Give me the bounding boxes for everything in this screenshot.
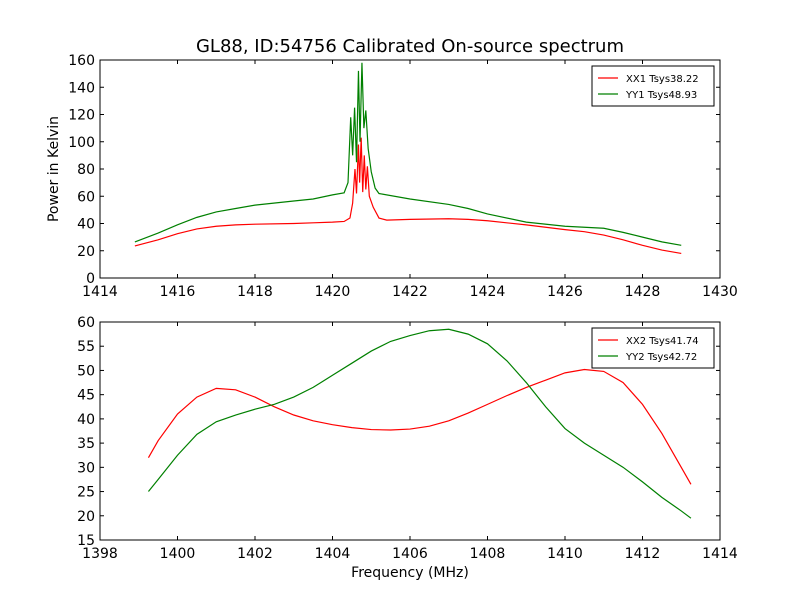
bottom-xtick-label: 1410: [547, 546, 583, 562]
top-xtick-label: 1420: [315, 284, 351, 300]
top-ytick-label: 80: [77, 162, 95, 178]
figure-title: GL88, ID:54756 Calibrated On-source spec…: [196, 36, 624, 57]
top-ytick-label: 0: [86, 271, 95, 287]
bottom-legend-label-2: YY2 Tsys42.72: [625, 352, 697, 363]
bottom-series-1-line: [147, 368, 692, 485]
top-ytick-label: 20: [77, 244, 95, 260]
bottom-ytick-label: 45: [77, 388, 95, 404]
bottom-series-2-line: [147, 328, 692, 519]
top-ytick-label: 60: [77, 189, 95, 205]
bottom-ytick-label: 40: [77, 412, 95, 428]
bottom-ytick-label: 55: [77, 339, 95, 355]
bottom-xtick-label: 1408: [470, 546, 506, 562]
bottom-panel: 1398 1400 1402 1404 1406 1408 1410 1412 1414 15 20…: [77, 315, 738, 562]
top-legend: XX1 Tsys38.22 YY1 Tsys48.93: [591, 65, 715, 107]
bottom-ytick-label: 30: [77, 460, 95, 476]
top-series-2-line: [134, 62, 682, 246]
top-xtick-label: 1430: [702, 284, 738, 300]
top-ytick-label: 120: [68, 108, 95, 124]
bottom-ytick-label: 25: [77, 485, 95, 501]
top-xtick-label: 1416: [160, 284, 196, 300]
bottom-ytick-label: 20: [77, 509, 95, 525]
top-ytick-label: 140: [68, 80, 95, 96]
bottom-ytick-label: 50: [77, 363, 95, 379]
top-xtick-label: 1424: [470, 284, 506, 300]
top-ytick-label: 100: [68, 135, 95, 151]
bottom-xtick-label: 1414: [702, 546, 738, 562]
bottom-xtick-label: 1402: [237, 546, 273, 562]
top-xtick-label: 1428: [625, 284, 661, 300]
bottom-ytick-label: 35: [77, 436, 95, 452]
bottom-xtick-label: 1412: [625, 546, 661, 562]
bottom-xtick-label: 1404: [315, 546, 351, 562]
bottom-legend-box: [591, 327, 715, 369]
top-ylabel: Power in Kelvin: [46, 116, 62, 222]
bottom-ytick-label: 60: [77, 315, 95, 331]
bottom-legend-label-1: XX2 Tsys41.74: [626, 336, 699, 347]
bottom-xtick-label: 1406: [392, 546, 428, 562]
top-ytick-label: 160: [68, 53, 95, 69]
bottom-xtick-label: 1400: [160, 546, 196, 562]
top-legend-label-1: XX1 Tsys38.22: [626, 74, 699, 85]
top-xtick-label: 1422: [392, 284, 428, 300]
top-ytick-label: 40: [77, 217, 95, 233]
top-xtick-label: 1418: [237, 284, 273, 300]
top-xtick-label: 1426: [547, 284, 583, 300]
top-xtick-label: 1414: [82, 284, 118, 300]
bottom-xtick-label: 1398: [82, 546, 118, 562]
top-panel: 1414 1416 1418 1420 1422 1424 1426 1428 1430 0 20 4…: [68, 53, 738, 300]
bottom-xlabel: Frequency (MHz): [351, 565, 469, 581]
bottom-ytick-label: 15: [77, 533, 95, 549]
top-legend-box: [591, 65, 715, 107]
top-series-1-line: [134, 137, 682, 255]
bottom-legend: XX2 Tsys41.74 YY2 Tsys42.72: [591, 327, 715, 369]
top-legend-label-2: YY1 Tsys48.93: [625, 90, 697, 101]
